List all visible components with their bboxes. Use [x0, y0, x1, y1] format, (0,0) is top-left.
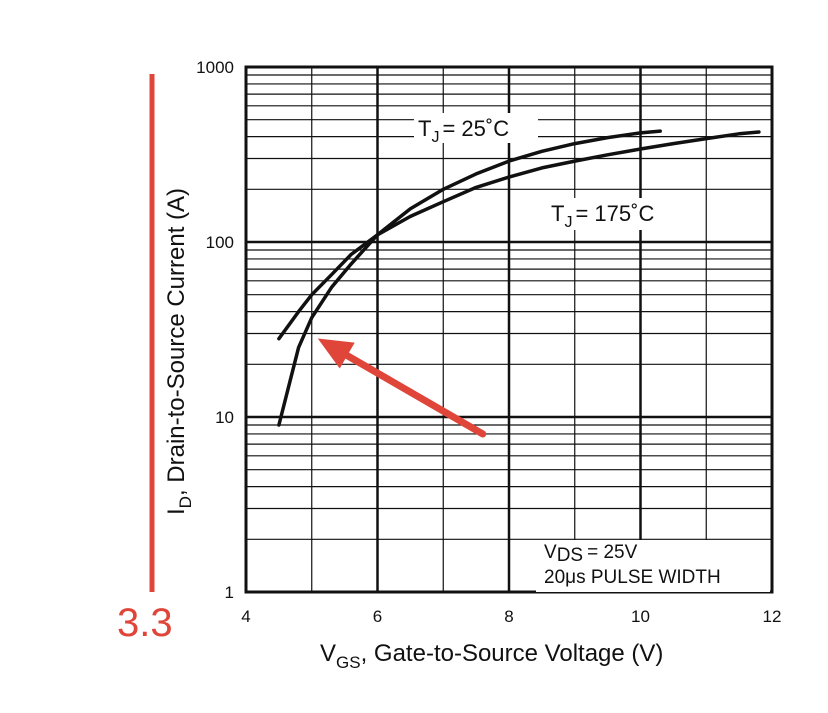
y-axis-label-sub: D — [176, 496, 195, 508]
x-tick-label: 12 — [763, 607, 782, 626]
x-tick-label: 8 — [504, 607, 513, 626]
y-axis-label-symbol: I — [163, 508, 190, 515]
y-tick-label: 100 — [206, 233, 234, 252]
series-group — [277, 129, 761, 427]
arrow-head — [317, 338, 355, 369]
x-axis-label: VGS, Gate-to-Source Voltage (V) — [320, 640, 663, 672]
y-tick-label: 1000 — [196, 58, 234, 77]
series-label-25c-bg — [414, 113, 538, 143]
y-tick-label: 10 — [215, 408, 234, 427]
series-label-175c: TJ = 175˚C — [551, 201, 654, 231]
x-axis-label-symbol: V — [320, 640, 336, 667]
x-axis-label-text: , Gate-to-Source Voltage (V) — [361, 640, 664, 667]
series-label-25c: TJ = 25˚C — [418, 116, 509, 146]
y-axis-label-text: , Drain-to-Source Current (A) — [163, 188, 190, 496]
note-vds: VDS = 25V — [544, 542, 638, 566]
arrow-shaft — [343, 352, 487, 438]
test-conditions-bg — [536, 540, 770, 592]
y-tick-label: 1 — [225, 583, 234, 602]
x-tick-label: 4 — [241, 607, 250, 626]
grid — [244, 67, 774, 594]
x-axis-label-sub: GS — [336, 653, 361, 672]
series-line-0 — [277, 129, 662, 427]
tick-labels: 4 6 8 10 12 1 10 100 1000 — [196, 58, 781, 626]
x-tick-label: 6 — [373, 607, 382, 626]
annotation-arrow — [317, 338, 487, 438]
x-tick-label: 10 — [631, 607, 650, 626]
series-label-175c-bg — [547, 198, 683, 230]
annotation-group: 3.3 — [117, 74, 487, 645]
y-axis-label: ID, Drain-to-Source Current (A) — [163, 188, 195, 515]
note-pulse-width: 20μs PULSE WIDTH — [544, 567, 721, 588]
plot-frame — [244, 65, 774, 594]
series-label-175c-group: TJ = 175˚C — [547, 198, 683, 231]
series-label-25c-group: TJ = 25˚C — [414, 113, 538, 146]
annotation-value: 3.3 — [117, 601, 173, 645]
series-line-1 — [277, 130, 761, 341]
test-conditions-note: VDS = 25V 20μs PULSE WIDTH — [536, 540, 770, 592]
